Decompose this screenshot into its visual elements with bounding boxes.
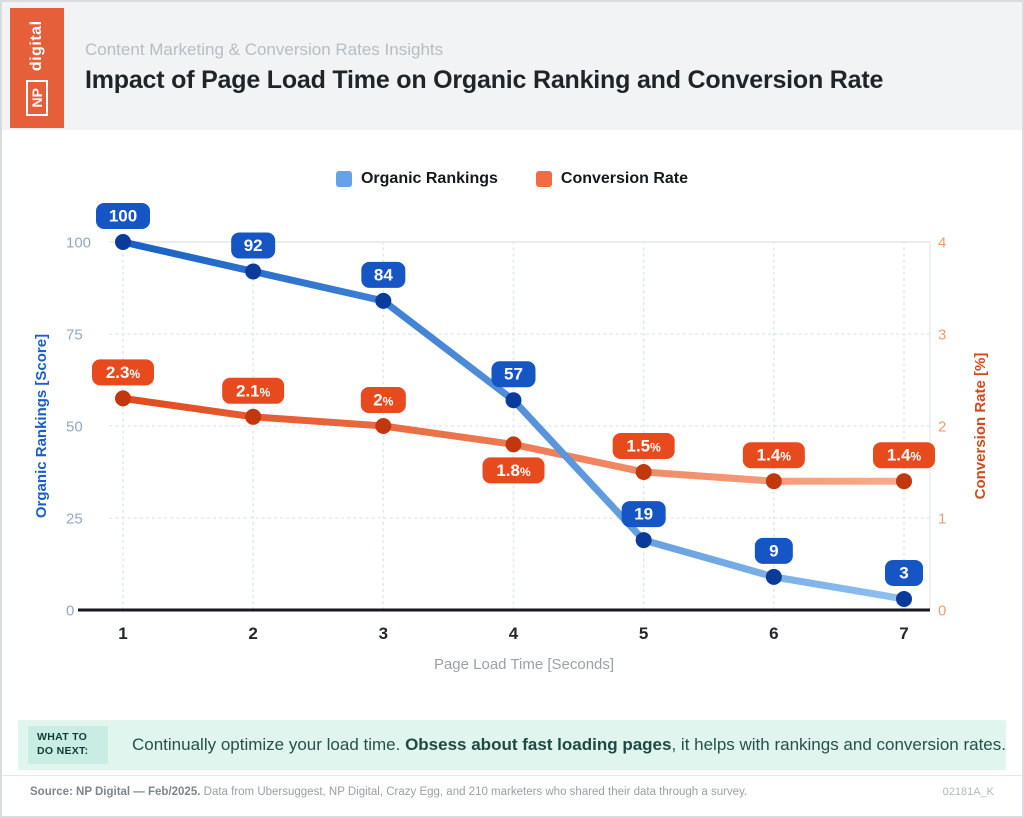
data-label-box: [482, 457, 545, 484]
reference-code: 02181A_K: [942, 786, 994, 798]
data-label: 84: [374, 265, 393, 284]
data-point: [896, 590, 913, 607]
x-axis-tick: 4: [509, 624, 519, 643]
data-label: 2.1%: [236, 381, 271, 400]
callout-text-bold: Obsess about fast loading pages: [405, 735, 672, 754]
source-bold: Source: NP Digital — Feb/2025.: [30, 786, 201, 798]
data-label-box: [491, 361, 536, 388]
legend-swatch-orange: [535, 171, 552, 187]
data-point: [505, 436, 522, 453]
what-to-do-next-callout: WHAT TO DO NEXT: Continually optimize yo…: [18, 720, 1006, 770]
x-axis-title: Page Load Time [Seconds]: [434, 656, 614, 673]
legend-item-organic-rankings: Organic Rankings: [335, 170, 498, 188]
data-label: 57: [504, 365, 523, 384]
data-label-box: [360, 387, 406, 413]
data-label: 3: [899, 563, 908, 582]
data-label: 1.4%: [887, 446, 922, 465]
chart-subtitle: Content Marketing & Conversion Rates Ins…: [85, 40, 444, 59]
x-axis-tick: 5: [639, 624, 648, 643]
data-label: 2.3%: [106, 363, 141, 382]
callout-text-before: Continually optimize your load time.: [132, 735, 406, 754]
data-label-box: [742, 442, 805, 469]
data-point: [635, 464, 652, 480]
data-label-box: [885, 559, 924, 586]
left-axis-tick: 25: [66, 511, 83, 528]
header: NP digital Content Marketing & Conversio…: [2, 2, 1022, 130]
data-label: 2%: [373, 391, 393, 410]
data-label: 1.8%: [496, 461, 531, 480]
right-axis-tick: 0: [938, 603, 946, 620]
data-label: 1.4%: [757, 446, 792, 465]
data-label-box: [222, 377, 285, 404]
source-rest: Data from Ubersuggest, NP Digital, Crazy…: [200, 786, 748, 798]
legend-label: Conversion Rate: [560, 170, 689, 187]
x-axis-tick: 1: [118, 624, 127, 643]
right-axis-tick: 3: [938, 327, 946, 344]
chart-legend: Organic Rankings Conversion Rate: [0, 170, 1024, 188]
data-point: [115, 234, 131, 250]
data-point: [245, 408, 262, 425]
left-axis-tick: 50: [66, 419, 83, 436]
right-axis-title: Conversion Rate [%]: [972, 353, 989, 500]
np-digital-logo: NP digital: [10, 8, 64, 128]
legend-swatch-blue: [335, 171, 352, 187]
data-label-box: [612, 433, 675, 459]
x-axis-tick: 7: [899, 624, 908, 643]
x-axis-tick: 3: [379, 624, 388, 643]
x-axis-tick: 2: [248, 624, 257, 643]
data-label: 92: [244, 236, 263, 255]
data-label: 100: [109, 207, 137, 226]
data-label-box: [92, 359, 154, 386]
data-label-box: [754, 537, 793, 564]
source-note: Source: NP Digital — Feb/2025. Data from…: [30, 786, 747, 798]
data-point: [375, 418, 392, 434]
x-axis-tick: 6: [769, 624, 778, 643]
right-axis-tick: 1: [938, 511, 946, 528]
data-label: 1.5%: [627, 437, 662, 456]
data-point: [115, 390, 131, 407]
data-point: [505, 392, 522, 409]
legend-label: Organic Rankings: [360, 170, 498, 187]
data-label-box: [361, 261, 406, 288]
right-axis-tick: 2: [938, 419, 946, 436]
data-point: [635, 532, 652, 549]
right-axis-tick: 4: [938, 235, 946, 252]
data-point: [245, 263, 262, 280]
data-label-box: [621, 501, 666, 528]
data-point: [896, 473, 913, 490]
data-label-box: [231, 232, 276, 259]
footer: Source: NP Digital — Feb/2025. Data from…: [2, 775, 1022, 798]
data-label: 9: [769, 541, 778, 560]
logo-digital-text: digital: [28, 20, 45, 72]
data-point: [375, 292, 392, 309]
callout-text: Continually optimize your load time. Obs…: [132, 735, 1006, 755]
logo-rotated-text: NP digital: [10, 8, 64, 128]
left-axis-tick: 75: [66, 327, 83, 344]
data-label-box: [873, 442, 936, 469]
callout-text-after: , it helps with rankings and conversion …: [671, 735, 1006, 754]
left-axis-tick: 0: [66, 603, 74, 620]
data-label: 19: [634, 505, 653, 524]
callout-label: WHAT TO DO NEXT:: [28, 726, 108, 764]
page-title: Impact of Page Load Time on Organic Rank…: [85, 66, 884, 94]
data-point: [765, 568, 782, 585]
dual-axis-line-chart: 0 25 50 75 100 0 1 2 3 4 1 2 3 4 5 6 7 Organic Rankings […: [33, 203, 989, 673]
data-point: [765, 473, 782, 490]
legend-item-conversion-rate: Conversion Rate: [535, 170, 689, 188]
logo-np-mark: NP: [26, 80, 48, 116]
data-label-box: [96, 203, 150, 229]
left-axis-tick: 100: [66, 235, 91, 252]
left-axis-title: Organic Rankings [Score]: [33, 334, 50, 518]
